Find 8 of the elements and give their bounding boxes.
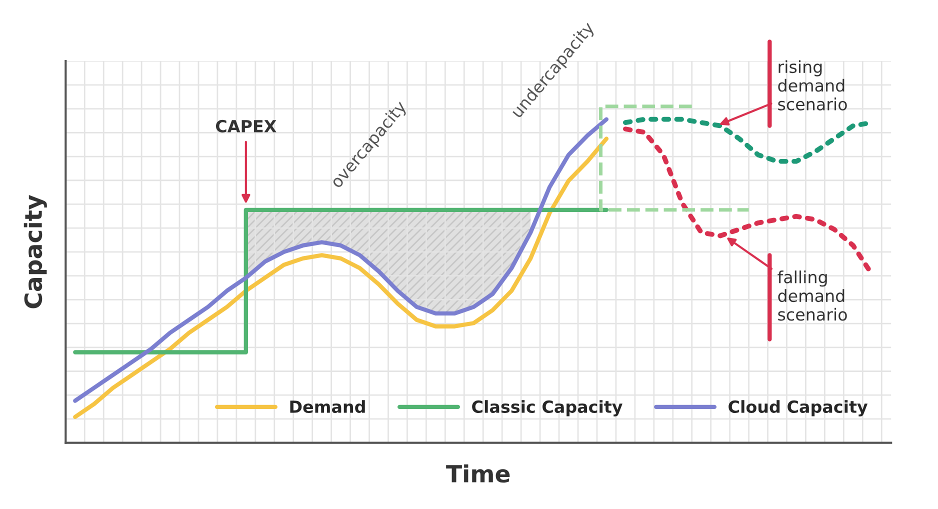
x-axis-title: Time <box>446 464 510 483</box>
legend-label: Cloud Capacity <box>728 400 868 416</box>
annotation: CAPEX <box>216 120 276 132</box>
legend-label: Demand <box>290 400 365 414</box>
text: rising demand scenario <box>778 60 847 110</box>
annotation: falling demand scenario <box>778 270 847 321</box>
y-axis-title: Capacity <box>24 194 47 308</box>
legend-label: Classic Capacity <box>472 400 622 416</box>
